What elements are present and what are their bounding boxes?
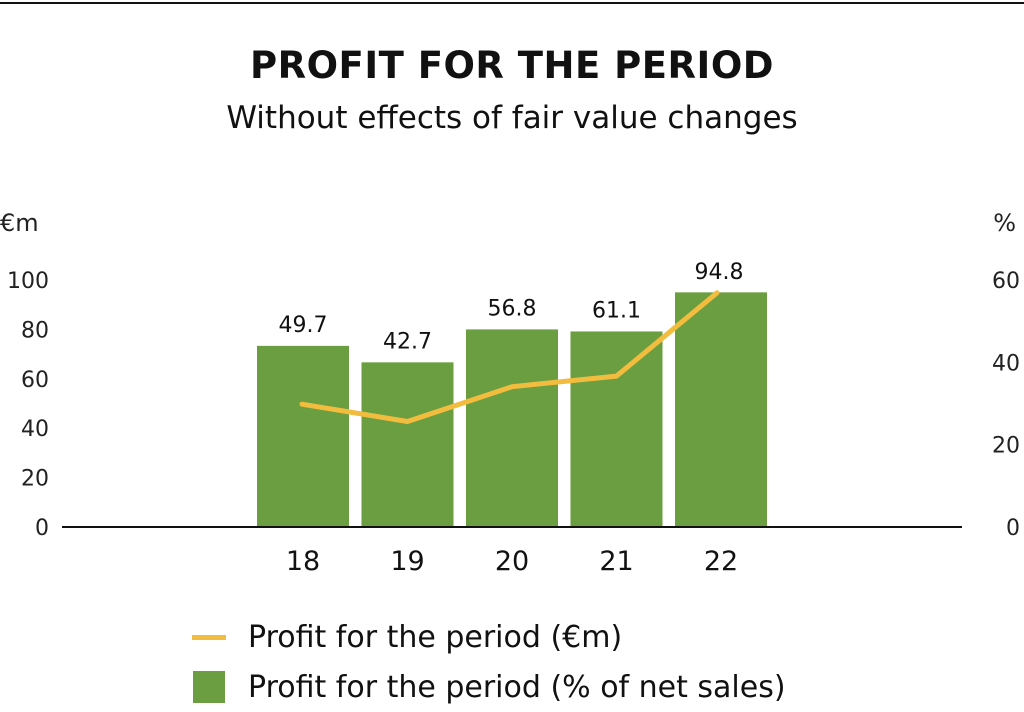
y-right-tick: 40 [992, 351, 1020, 376]
chart-canvas: €m % 0 20 40 60 80 100 0 20 40 60 49.7 42.7 56.8 61.1 94… [0, 209, 1020, 577]
y-right-unit: % [993, 209, 1016, 237]
y-left-tick: 0 [35, 516, 49, 541]
y-right-tick: 60 [992, 269, 1020, 294]
y-left-tick: 80 [21, 318, 49, 343]
chart-legend: Profit for the period (€m) Profit for th… [190, 612, 786, 712]
y-left-tick: 40 [21, 417, 49, 442]
data-label: 94.8 [695, 260, 744, 285]
legend-item-bar: Profit for the period (% of net sales) [190, 662, 786, 712]
y-right-tick: 20 [992, 434, 1020, 459]
data-label: 56.8 [488, 296, 537, 321]
legend-bar-swatch [193, 671, 225, 703]
bar [675, 292, 767, 527]
y-left-tick: 100 [7, 269, 49, 294]
y-left-unit: €m [0, 209, 39, 237]
legend-label-line: Profit for the period (€m) [248, 619, 623, 655]
bar [257, 345, 349, 527]
data-label: 61.1 [592, 298, 641, 323]
x-tick-label: 22 [704, 546, 738, 577]
data-label: 49.7 [279, 313, 328, 338]
bar [466, 329, 558, 527]
line-series [299, 290, 720, 424]
x-tick-label: 19 [390, 546, 424, 577]
legend-label-bar: Profit for the period (% of net sales) [248, 669, 786, 705]
legend-line-swatch [192, 634, 226, 640]
bar [361, 362, 454, 527]
top-rule [0, 2, 1024, 4]
chart-subtitle: Without effects of fair value changes [226, 100, 798, 136]
x-tick-label: 21 [599, 546, 633, 577]
y-left-tick: 20 [21, 467, 49, 492]
x-tick-label: 20 [495, 546, 529, 577]
x-tick-label: 18 [286, 546, 320, 577]
data-label: 42.7 [383, 329, 432, 354]
chart-title: PROFIT FOR THE PERIOD [249, 44, 774, 87]
y-right-tick: 0 [1006, 516, 1020, 541]
legend-item-line: Profit for the period (€m) [190, 612, 786, 662]
y-left-tick: 60 [21, 368, 49, 393]
bar [570, 331, 663, 527]
